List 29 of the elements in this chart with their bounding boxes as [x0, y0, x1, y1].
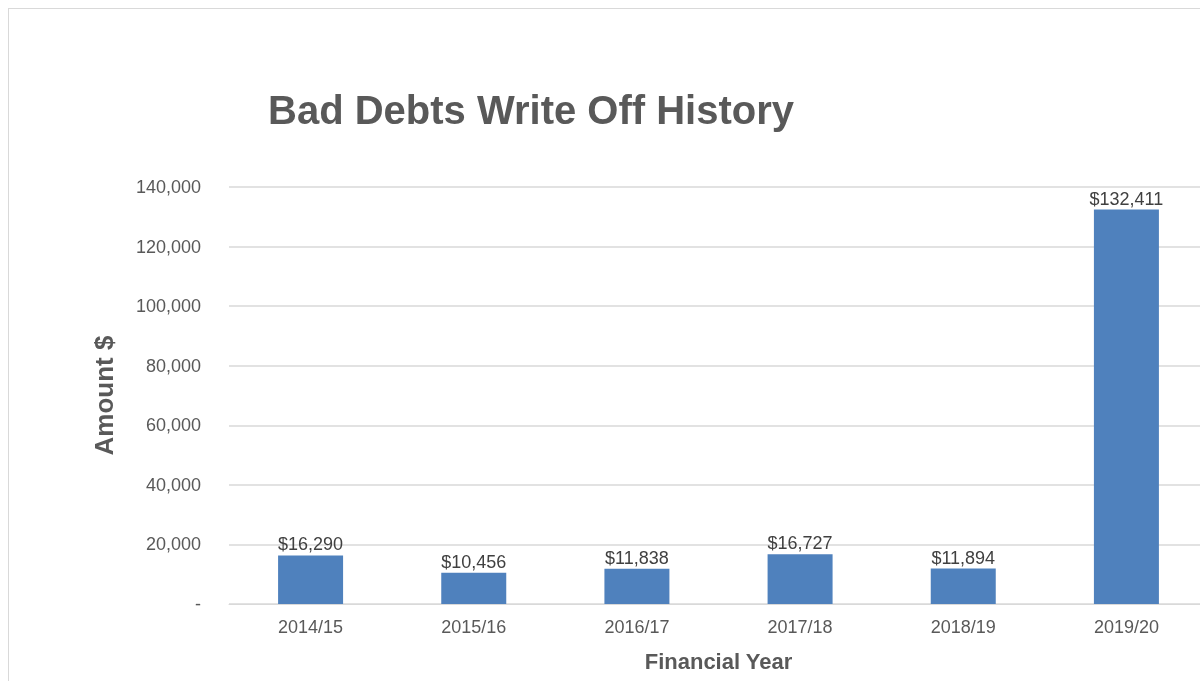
bar: [767, 554, 833, 604]
chart-title: Bad Debts Write Off History: [268, 88, 795, 132]
y-axis-title: Amount $: [89, 335, 119, 456]
data-label: $16,727: [767, 533, 833, 554]
bar: [930, 568, 996, 604]
y-tick-label: 120,000: [135, 236, 201, 257]
y-tick-label: 20,000: [145, 534, 201, 555]
x-tick-label: 2014/15: [278, 617, 344, 637]
x-tick-label: 2018/19: [930, 617, 996, 637]
data-label: $11,838: [605, 547, 669, 568]
y-tick-label: 40,000: [145, 474, 201, 495]
y-tick-label: 60,000: [145, 415, 201, 436]
y-tick-label: 80,000: [145, 355, 201, 376]
bar: [278, 555, 344, 604]
data-label: $132,411: [1089, 188, 1164, 209]
bar: [604, 568, 670, 604]
x-tick-label: 2019/20: [1093, 617, 1159, 637]
y-tick-label: 140,000: [135, 177, 201, 197]
data-label: $11,894: [931, 547, 996, 568]
data-label: $10,456: [441, 551, 507, 572]
data-label: $16,290: [278, 534, 344, 555]
x-tick-label: 2015/16: [441, 617, 507, 637]
bar: [1093, 209, 1159, 604]
x-tick-label: 2016/17: [604, 617, 670, 637]
x-tick-label: 2017/18: [767, 617, 833, 637]
y-tick-label: 100,000: [135, 296, 201, 317]
y-tick-label: -: [195, 594, 201, 614]
bar: [441, 572, 507, 604]
x-axis-title: Financial Year: [644, 648, 793, 674]
